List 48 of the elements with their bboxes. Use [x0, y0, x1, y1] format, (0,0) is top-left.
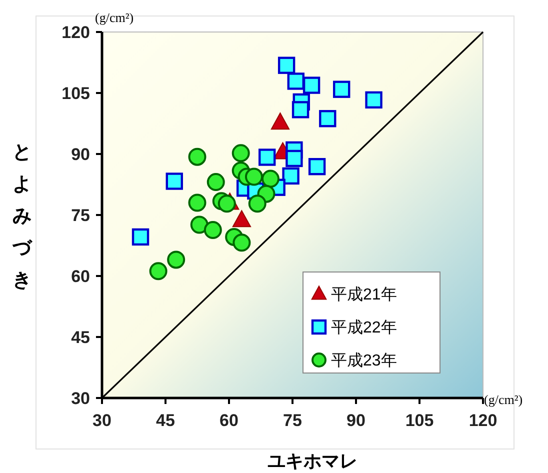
- legend-label: 平成21年: [331, 286, 397, 304]
- point: [319, 110, 336, 128]
- y-tick-label: 105: [62, 84, 90, 103]
- point: [166, 172, 183, 190]
- point: [302, 76, 320, 94]
- x-tick-label: 90: [346, 411, 366, 430]
- point: [232, 144, 250, 162]
- y-tick-label: 60: [71, 266, 90, 286]
- point: [261, 170, 280, 188]
- point: [308, 158, 326, 176]
- point: [258, 148, 276, 166]
- x-tick-label: 45: [156, 411, 175, 430]
- point: [218, 194, 236, 213]
- legend-label: 平成23年: [331, 352, 397, 370]
- x-tick-label: 120: [468, 411, 498, 430]
- point: [188, 148, 206, 166]
- point: [282, 167, 300, 185]
- point: [248, 194, 266, 213]
- point: [292, 101, 310, 118]
- point: [149, 262, 168, 280]
- point: [232, 234, 251, 252]
- point: [206, 173, 225, 192]
- y-tick-label: 90: [71, 144, 90, 164]
- y-tick-label: 30: [71, 388, 90, 408]
- x-tick-label: 105: [405, 411, 434, 430]
- point: [188, 194, 206, 212]
- y-axis-title: とよみづき: [12, 142, 34, 291]
- x-tick-label: 60: [220, 411, 238, 430]
- point: [365, 91, 382, 109]
- point: [132, 228, 150, 246]
- x-axis-title: ユキホマレ: [268, 451, 358, 471]
- x-tick-label: 30: [92, 411, 112, 430]
- point: [244, 168, 263, 186]
- point: [278, 56, 296, 74]
- y-tick-label: 45: [71, 328, 90, 347]
- legend-label: 平成22年: [331, 318, 397, 337]
- x-tick-label: 75: [283, 411, 302, 430]
- point: [167, 250, 186, 269]
- point: [287, 72, 304, 90]
- text: (g/cm²): [484, 392, 523, 407]
- text: (g/cm²): [95, 10, 134, 25]
- y-tick-label: 120: [62, 22, 90, 42]
- point: [286, 150, 303, 168]
- point: [204, 221, 222, 240]
- y-tick-label: 75: [71, 206, 90, 225]
- point: [270, 112, 290, 130]
- point: [333, 80, 350, 98]
- point: [190, 216, 208, 234]
